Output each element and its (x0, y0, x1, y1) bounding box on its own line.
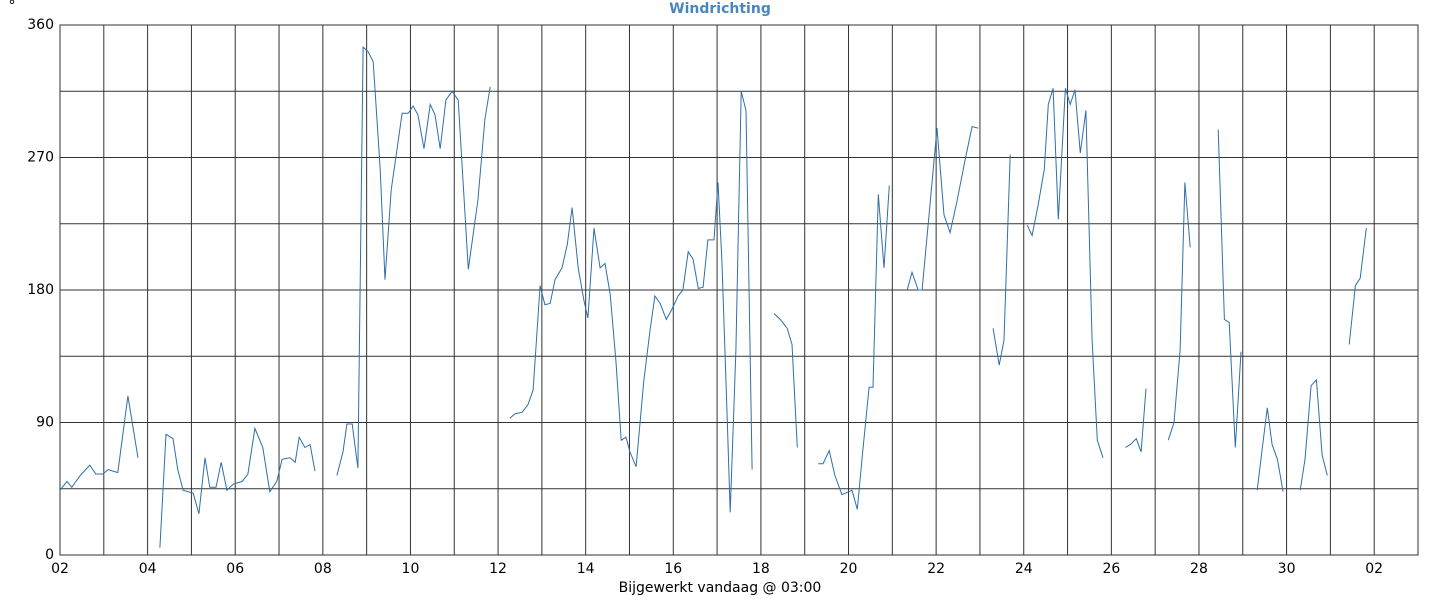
x-tick-label: 30 (1278, 561, 1296, 577)
x-tick-label: 26 (1102, 561, 1120, 577)
x-tick-label: 06 (226, 561, 244, 577)
x-tick-label: 24 (1015, 561, 1033, 577)
x-tick-label: 02 (1365, 561, 1383, 577)
x-tick-label: 14 (577, 561, 595, 577)
x-axis-label: Bijgewerkt vandaag @ 03:00 (619, 580, 822, 596)
x-tick-label: 08 (314, 561, 332, 577)
x-tick-label: 18 (752, 561, 770, 577)
y-tick-label: 270 (27, 150, 54, 166)
x-tick-label: 16 (664, 561, 682, 577)
x-tick-label: 28 (1190, 561, 1208, 577)
x-tick-label: 02 (51, 561, 69, 577)
y-tick-label: 0 (45, 547, 54, 563)
x-tick-label: 04 (139, 561, 157, 577)
x-tick-label: 10 (402, 561, 420, 577)
y-tick-label: 90 (36, 415, 54, 431)
x-tick-label: 12 (489, 561, 507, 577)
x-tick-label: 20 (840, 561, 858, 577)
chart-title: Windrichting (669, 1, 771, 17)
y-unit: ° (9, 0, 16, 14)
y-tick-label: 360 (27, 17, 54, 33)
x-tick-label: 22 (927, 561, 945, 577)
y-tick-label: 180 (27, 282, 54, 298)
data-line (59, 45, 1367, 548)
